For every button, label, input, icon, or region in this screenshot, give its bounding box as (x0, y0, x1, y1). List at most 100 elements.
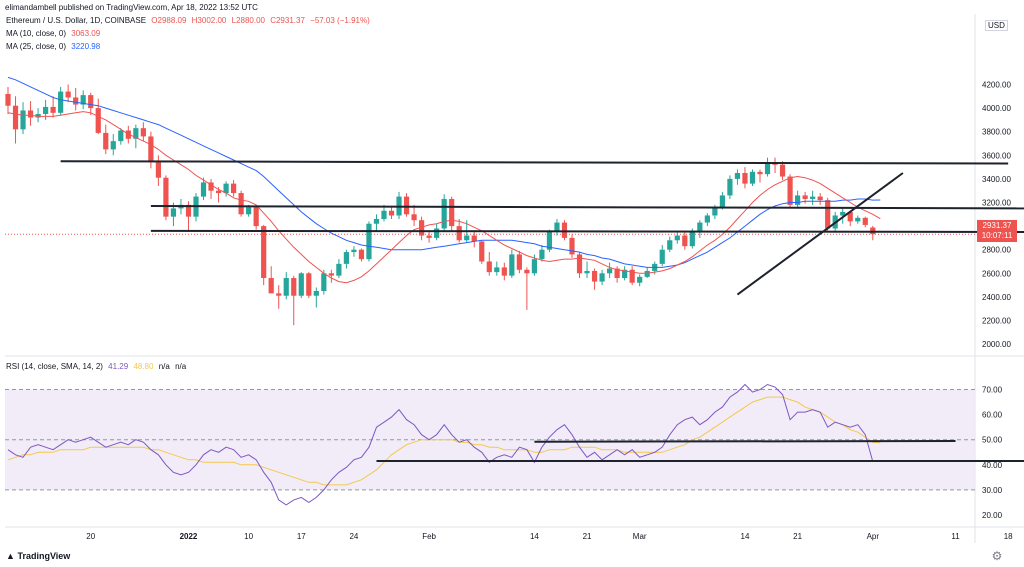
candle-body (494, 267, 500, 273)
rsi-na-2: n/a (175, 362, 187, 371)
candle-body (524, 269, 530, 274)
candle-body (795, 195, 801, 205)
candle-body (607, 268, 613, 274)
candle-body (569, 237, 575, 255)
candle-body (110, 141, 116, 150)
bar-countdown: 10:07:11 (981, 231, 1013, 240)
price-tick-label: 3200.00 (982, 199, 1011, 208)
symbol-legend: Ethereum / U.S. Dollar, 1D, COINBASE O29… (6, 16, 373, 25)
ma10-legend[interactable]: MA (10, close, 0) 3063.09 (6, 29, 103, 38)
price-tick-label: 4000.00 (982, 104, 1011, 113)
candle-body (5, 93, 11, 106)
change-value: −57.03 (−1.91%) (310, 16, 370, 25)
candle-body (434, 228, 440, 238)
rsi-sma-line (7, 396, 881, 486)
candle-body (291, 278, 297, 296)
candle-body (351, 249, 357, 253)
rsi-value: 41.29 (108, 362, 129, 371)
candle-body (787, 176, 793, 205)
candle-body (358, 249, 365, 260)
candle-body (268, 278, 274, 294)
candle-body (486, 261, 492, 273)
candle-body (215, 190, 222, 194)
candle-body (855, 217, 861, 222)
candle-body (27, 110, 34, 118)
tv-logo-text: TradingView (17, 551, 71, 561)
symbol-name: Ethereum / U.S. Dollar, 1D, COINBASE (6, 16, 147, 25)
candle-body (689, 232, 695, 247)
candle-body (253, 207, 259, 227)
candle-body (140, 128, 146, 137)
rsi-tick-label: 60.00 (982, 411, 1003, 420)
low-value: L2880.00 (231, 16, 265, 25)
time-tick-label: 11 (951, 532, 960, 541)
candle-body (426, 235, 432, 238)
candle-body (576, 254, 583, 274)
candle-body (88, 95, 94, 109)
candle-body (456, 226, 462, 241)
candle-body (313, 291, 319, 296)
candle-body (103, 132, 109, 150)
candle-body (373, 219, 380, 224)
candle-body (779, 164, 786, 177)
publisher-line: elimandambell published on TradingView.c… (5, 3, 258, 12)
candle-body (381, 210, 387, 220)
candle-body (614, 268, 620, 279)
candle-body (283, 278, 289, 296)
ma10-label: MA (10, close, 0) (6, 29, 67, 38)
candle-body (531, 259, 537, 274)
price-trendline (736, 172, 904, 296)
candle-body (170, 208, 177, 217)
time-tick-label: Mar (633, 532, 647, 541)
candle-body (148, 136, 154, 162)
tradingview-logo[interactable]: ▲ TradingView (6, 551, 70, 561)
open-value: O2988.09 (151, 16, 187, 25)
candle-body (306, 273, 312, 296)
time-tick-label: 21 (793, 532, 802, 541)
rsi-sma-value: 48.80 (133, 362, 154, 371)
candle-body (757, 171, 763, 175)
rsi-legend[interactable]: RSI (14, close, SMA, 14, 2) 41.29 48.80 … (6, 362, 189, 371)
candle-body (464, 235, 470, 241)
price-tick-label: 2000.00 (982, 340, 1011, 349)
candle-body (65, 91, 71, 98)
candle-body (200, 182, 207, 197)
candle-body (58, 91, 64, 113)
candle-body (825, 200, 831, 229)
candle-body (411, 214, 417, 221)
time-tick-label: Apr (867, 532, 880, 541)
high-value: H3002.00 (191, 16, 227, 25)
candle-body (704, 215, 710, 223)
candle-body (343, 252, 349, 264)
candle-body (501, 267, 507, 276)
candle-body (185, 204, 192, 217)
candle-body (441, 198, 447, 229)
price-tick-label: 2200.00 (982, 317, 1011, 326)
time-tick-label: 20 (86, 532, 95, 541)
ma10-value: 3063.09 (71, 29, 101, 38)
candle-body (73, 97, 79, 105)
candle-body (644, 270, 650, 277)
time-tick-label: 14 (741, 532, 750, 541)
candle-body (479, 241, 485, 262)
rsi-na-1: n/a (158, 362, 170, 371)
candle-body (674, 235, 680, 241)
candle-body (599, 273, 605, 282)
candle-body (261, 226, 267, 279)
ma25-legend[interactable]: MA (25, close, 0) 3220.98 (6, 42, 103, 51)
candle-body (238, 193, 244, 215)
time-tick-label: 17 (297, 532, 306, 541)
time-tick-label: 14 (530, 532, 539, 541)
candle-body (12, 105, 19, 130)
ma25-label: MA (25, close, 0) (6, 42, 67, 51)
gear-icon[interactable]: ⚙ (991, 549, 1003, 563)
candle-body (246, 207, 252, 215)
price-trendline (150, 229, 1024, 233)
candle-body (471, 235, 477, 242)
candle-body (727, 178, 733, 196)
candle-body (321, 273, 327, 291)
currency-button[interactable]: USD (985, 20, 1008, 31)
candle-body (561, 222, 568, 238)
ma25-line (7, 76, 881, 268)
